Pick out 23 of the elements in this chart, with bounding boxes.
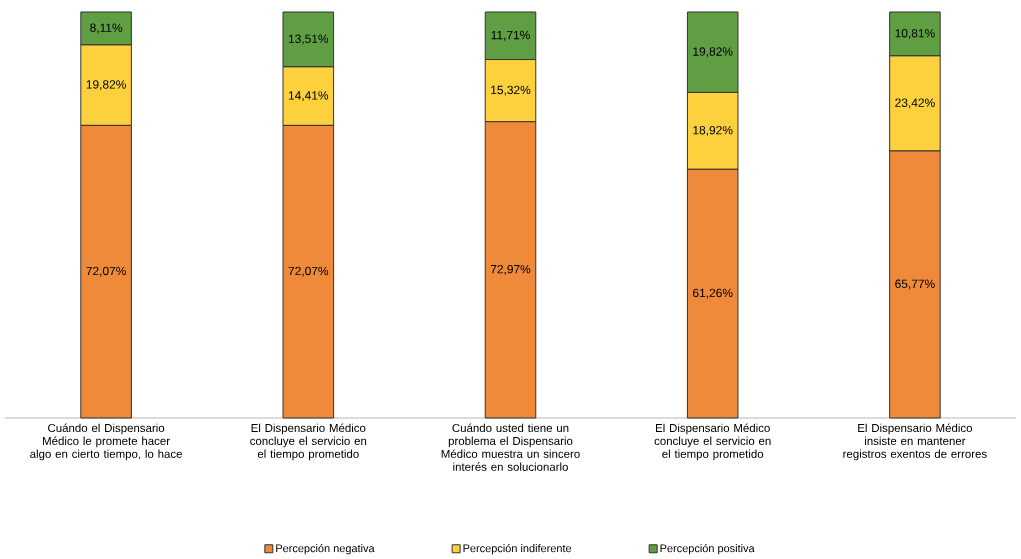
data-label: 18,92% xyxy=(693,125,733,136)
x-tick-label: Cuándo usted tiene un problema el Dispensario Médico muestra un sincero interés en solucionarlo xyxy=(441,423,580,471)
data-label: 61,26% xyxy=(693,288,733,299)
legend-label: Percepción indiferente xyxy=(463,543,572,555)
data-label: 11,71% xyxy=(491,30,530,41)
data-label: 19,82% xyxy=(693,47,733,58)
data-label: 13,51% xyxy=(288,34,329,45)
x-tick-label: El Dispensario Médico concluye el servicio en el tiempo prometido xyxy=(250,423,367,461)
legend-label: Percepción positiva xyxy=(660,543,755,555)
data-label: 8,11% xyxy=(90,23,123,34)
data-label: 19,82% xyxy=(86,80,126,91)
x-tick-label: El Dispensario Médico concluye el servicio en el tiempo prometido xyxy=(654,423,771,461)
data-label: 65,77% xyxy=(895,279,935,290)
data-label: 10,81% xyxy=(895,29,935,39)
data-label: 14,41% xyxy=(288,91,329,102)
data-label: 15,32% xyxy=(491,85,531,96)
x-tick-label: Cuándo el Dispensario Médico le promete hacer algo en cierto tiempo, lo hace xyxy=(30,423,182,461)
x-tick-label: El Dispensario Médico insiste en mantener registros exentos de errores xyxy=(843,423,987,461)
data-label: 23,42% xyxy=(895,98,935,109)
data-label: 72,07% xyxy=(86,266,126,277)
data-label: 72,97% xyxy=(490,264,531,275)
data-label: 72,07% xyxy=(288,266,329,277)
legend-label: Percepción negativa xyxy=(276,543,375,555)
